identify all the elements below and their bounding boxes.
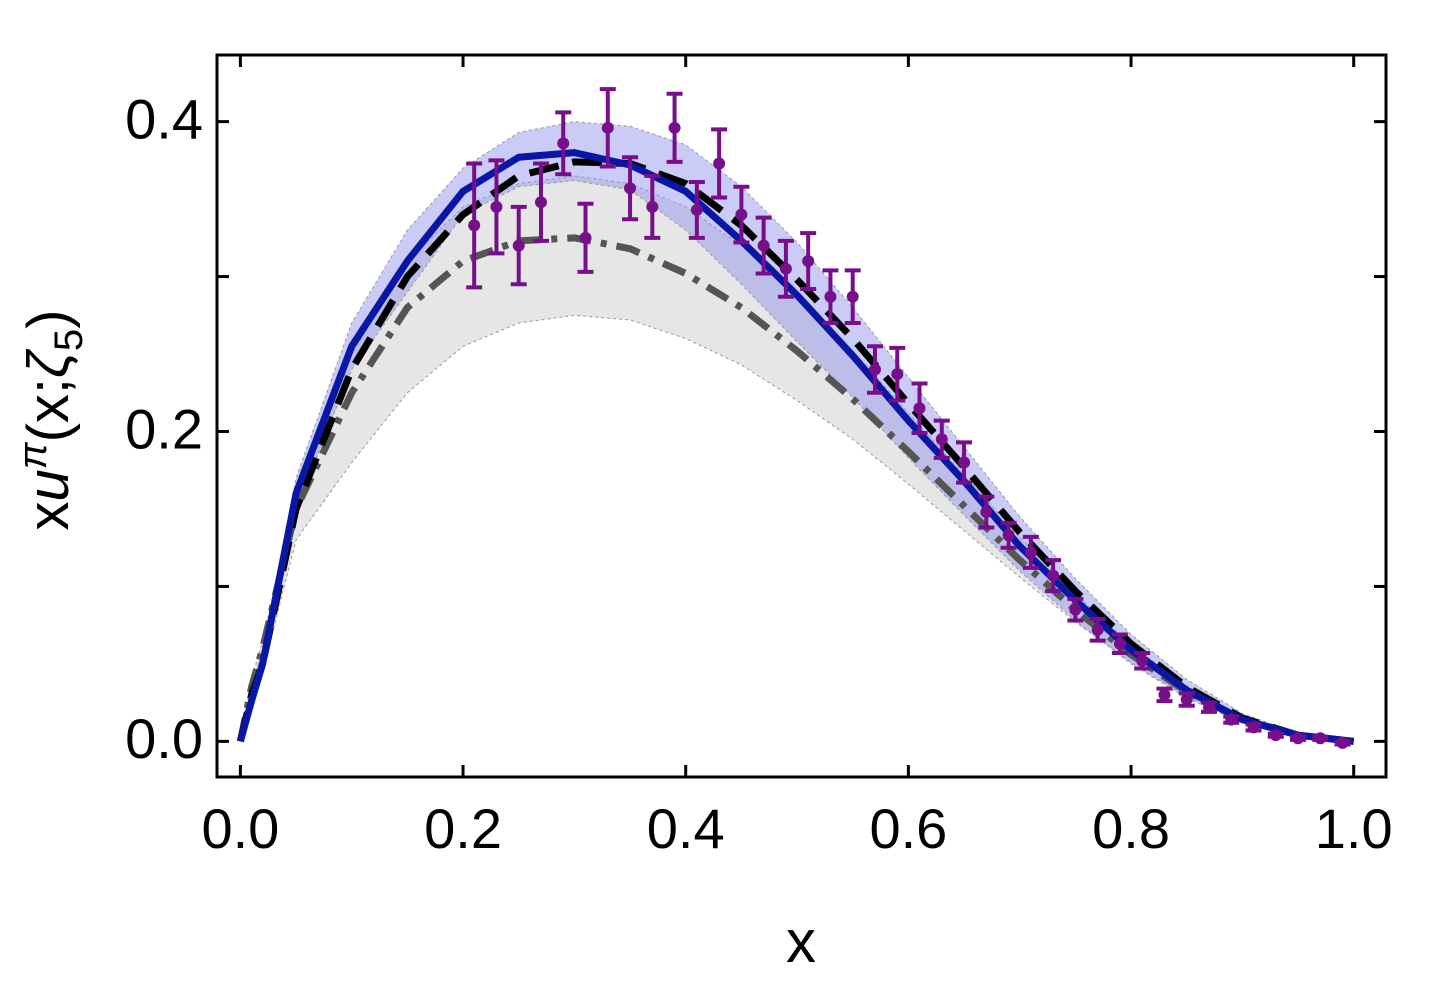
data-point: [824, 290, 837, 303]
data-point: [1158, 688, 1171, 701]
x-tick-label: 0.0: [201, 797, 279, 860]
data-point: [1336, 736, 1349, 749]
data-point: [802, 255, 815, 268]
plot-area: [236, 87, 1355, 749]
data-point: [1047, 569, 1060, 582]
x-tick-label: 0.8: [1092, 797, 1170, 860]
data-point: [512, 239, 525, 252]
y-label-part: ): [16, 310, 81, 329]
data-point: [1247, 721, 1260, 734]
data-point: [1069, 603, 1082, 616]
x-tick-label: 0.6: [869, 797, 947, 860]
y-label-sup: π: [11, 441, 55, 469]
x-tick-label: 1.0: [1315, 797, 1393, 860]
y-label-sub: 5: [47, 329, 91, 351]
data-point: [1314, 732, 1327, 745]
data-point: [1180, 693, 1193, 706]
data-point: [1136, 654, 1149, 667]
data-point: [1024, 546, 1037, 559]
y-label-part: x: [16, 501, 81, 530]
data-point: [579, 231, 592, 244]
data-point: [713, 157, 726, 170]
data-point: [668, 121, 681, 134]
data-point: [490, 200, 503, 213]
data-point: [757, 239, 770, 252]
y-tick-label: 0.2: [125, 397, 203, 460]
data-point: [779, 262, 792, 275]
data-point: [913, 402, 926, 415]
data-point: [846, 290, 859, 303]
data-point: [1002, 529, 1015, 542]
data-point: [980, 506, 993, 519]
data-point: [958, 456, 971, 469]
data-point: [1225, 713, 1238, 726]
data-point: [557, 137, 570, 150]
x-tick-label: 0.2: [424, 797, 502, 860]
data-point: [935, 433, 948, 446]
data-point: [868, 363, 881, 376]
x-tick-label: 0.4: [647, 797, 725, 860]
error-band: [239, 121, 1354, 742]
y-axis-label: xuπ(x;ζ5): [11, 310, 91, 531]
data-point: [624, 182, 637, 195]
data-point: [1269, 729, 1282, 742]
data-point: [601, 121, 614, 134]
data-point: [1091, 623, 1104, 636]
y-label-part: (x;: [16, 378, 81, 442]
data-point: [690, 203, 703, 216]
x-axis-label: x: [786, 908, 816, 975]
y-label-part: u: [16, 469, 81, 501]
y-tick-label: 0.0: [125, 707, 203, 770]
data-point: [468, 219, 481, 232]
data-point: [534, 196, 547, 209]
data-point: [1292, 732, 1305, 745]
plot-frame: [215, 53, 1388, 779]
data-point: [646, 200, 659, 213]
data-point: [1202, 701, 1215, 714]
y-label-part: ζ: [16, 348, 81, 378]
data-point: [1113, 637, 1126, 650]
y-tick-label: 0.4: [125, 87, 203, 150]
data-point: [891, 368, 904, 381]
data-point: [735, 208, 748, 221]
